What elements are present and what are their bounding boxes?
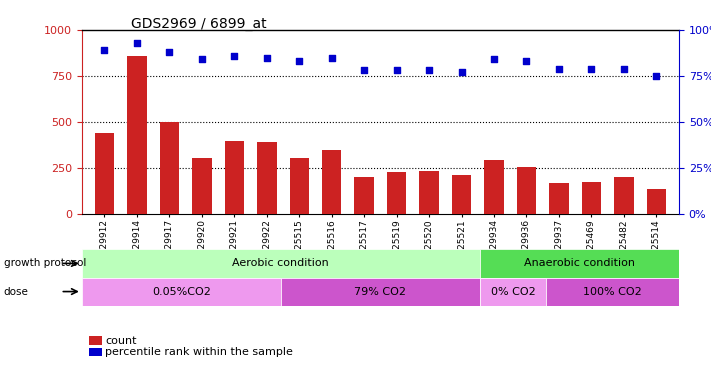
Text: count: count — [105, 336, 137, 346]
Bar — [582, 182, 601, 214]
Bar — [614, 177, 634, 214]
Text: 79% CO2: 79% CO2 — [354, 286, 407, 297]
Point — [553, 66, 565, 72]
Point — [456, 69, 467, 75]
Point — [423, 68, 434, 74]
Text: 0.05%CO2: 0.05%CO2 — [152, 286, 210, 297]
Bar — [127, 56, 146, 214]
Text: 0% CO2: 0% CO2 — [491, 286, 535, 297]
Bar — [95, 133, 114, 214]
Point — [229, 53, 240, 59]
Bar — [257, 142, 277, 214]
FancyBboxPatch shape — [281, 278, 480, 306]
Bar — [354, 177, 374, 214]
Point — [294, 58, 305, 64]
Point — [196, 56, 208, 62]
Bar — [387, 172, 407, 214]
FancyBboxPatch shape — [82, 278, 281, 306]
Text: GDS2969 / 6899_at: GDS2969 / 6899_at — [132, 17, 267, 31]
Point — [164, 49, 175, 55]
Point — [391, 68, 402, 74]
Text: Anaerobic condition: Anaerobic condition — [524, 258, 635, 268]
Bar — [549, 183, 569, 214]
Bar — [484, 160, 503, 214]
FancyBboxPatch shape — [546, 278, 679, 306]
Point — [326, 55, 338, 61]
Bar — [225, 141, 244, 214]
Bar — [451, 175, 471, 214]
Point — [488, 56, 500, 62]
Bar — [289, 158, 309, 214]
Text: 100% CO2: 100% CO2 — [583, 286, 642, 297]
Bar — [517, 167, 536, 214]
Bar — [322, 150, 341, 214]
Point — [520, 58, 532, 64]
Point — [132, 40, 143, 46]
Bar — [419, 171, 439, 214]
Text: growth protocol: growth protocol — [4, 258, 86, 268]
Point — [586, 66, 597, 72]
FancyBboxPatch shape — [480, 249, 679, 278]
FancyBboxPatch shape — [82, 249, 480, 278]
Bar — [160, 122, 179, 214]
Point — [358, 68, 370, 74]
FancyBboxPatch shape — [480, 278, 546, 306]
Text: dose: dose — [4, 286, 28, 297]
Text: percentile rank within the sample: percentile rank within the sample — [105, 347, 293, 357]
Text: Aerobic condition: Aerobic condition — [232, 258, 329, 268]
Point — [261, 55, 272, 61]
Bar — [646, 189, 666, 214]
Bar — [192, 158, 212, 214]
Point — [618, 66, 629, 72]
Point — [651, 73, 662, 79]
Point — [99, 47, 110, 53]
